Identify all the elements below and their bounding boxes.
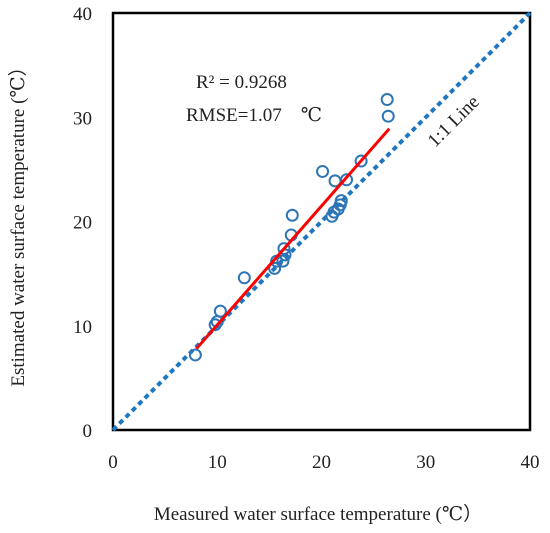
fit-line-layer [195, 127, 391, 350]
plot-area-frame [111, 11, 532, 432]
x-tick-label: 20 [312, 452, 331, 473]
data-point [334, 194, 348, 208]
data-point [285, 208, 299, 222]
data-point [268, 261, 282, 275]
y-tick-labels: 0 10 20 30 40 [73, 4, 92, 442]
data-point [380, 93, 394, 107]
data-points-layer [188, 93, 395, 362]
y-tick-label: 30 [73, 108, 92, 129]
data-point [354, 154, 368, 168]
r-squared-annotation: R² = 0.9268 [196, 72, 287, 93]
regression-line [195, 127, 391, 350]
x-tick-label: 0 [108, 452, 118, 473]
x-axis-title: Measured water surface temperature (℃） [154, 503, 482, 525]
data-point [188, 348, 202, 362]
x-tick-label: 10 [208, 452, 227, 473]
y-axis-title: Estimated water surface temperature (℃） [7, 57, 29, 386]
y-tick-label: 10 [73, 317, 92, 338]
data-point [213, 304, 227, 318]
data-point [277, 242, 291, 256]
rmse-annotation: RMSE=1.07 ℃ [186, 105, 322, 126]
x-tick-label: 30 [416, 452, 435, 473]
data-point [316, 164, 330, 178]
data-point [276, 254, 290, 268]
data-point [340, 173, 354, 187]
data-point [237, 271, 251, 285]
y-tick-label: 0 [83, 421, 93, 442]
data-point [381, 109, 395, 123]
y-tick-label: 20 [73, 213, 92, 234]
x-tick-labels: 0 10 20 30 40 [108, 452, 539, 473]
x-tick-label: 40 [521, 452, 540, 473]
y-tick-label: 40 [73, 4, 92, 25]
